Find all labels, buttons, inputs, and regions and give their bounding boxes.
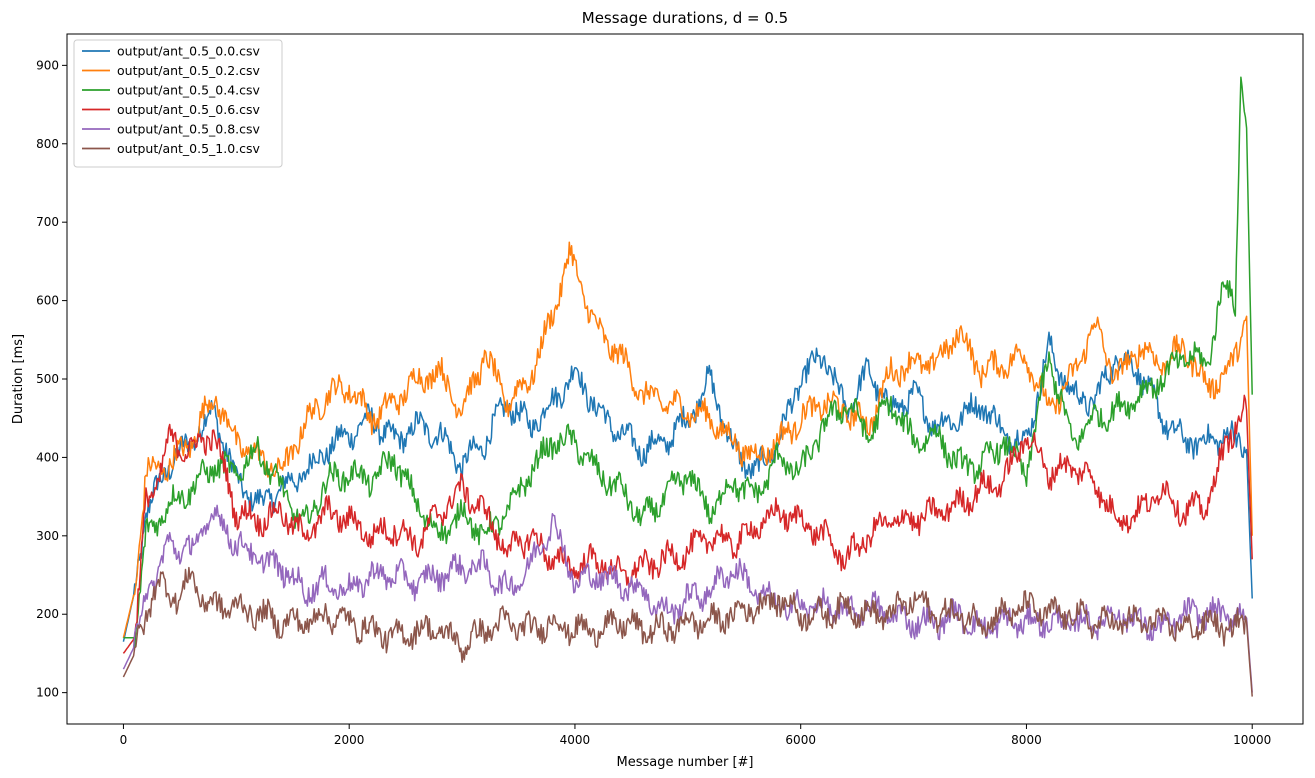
legend-entry: output/ant_0.5_0.4.csv [117,83,261,98]
series-line-0 [122,331,1253,642]
x-tick-label: 10000 [1233,733,1271,747]
chart-title: Message durations, d = 0.5 [582,9,788,27]
y-tick-label: 100 [36,686,59,700]
legend-entry: output/ant_0.5_0.6.csv [117,102,261,117]
y-tick-label: 500 [36,372,59,386]
legend-entry: output/ant_0.5_1.0.csv [117,141,261,156]
x-tick-label: 0 [120,733,128,747]
y-axis-label: Duration [ms] [11,334,26,424]
legend-entry: output/ant_0.5_0.0.csv [117,44,261,59]
x-axis-label: Message number [#] [616,755,753,770]
x-tick-label: 8000 [1011,733,1042,747]
y-tick-label: 600 [36,294,59,308]
legend: output/ant_0.5_0.0.csv output/ant_0.5_0.2… [73,39,283,168]
x-tick-label: 2000 [334,733,365,747]
y-tick-label: 700 [36,215,59,229]
y-tick-label: 200 [36,607,59,621]
y-tick-label: 300 [36,529,59,543]
series-line-1 [122,241,1253,638]
legend-box [73,39,283,168]
y-tick-label: 400 [36,450,59,464]
y-tick-label: 800 [36,137,59,151]
series-line-2 [123,76,1253,649]
series-line-3 [122,394,1253,654]
series-line-5 [122,566,1253,697]
legend-entry: output/ant_0.5_0.2.csv [117,63,261,78]
y-tick-label: 900 [36,58,59,72]
series-lines [122,76,1253,697]
x-tick-label: 4000 [560,733,591,747]
x-axis: 0 2000 4000 6000 8000 10000 [120,724,1271,747]
x-tick-label: 6000 [785,733,816,747]
y-axis: 100 200 300 400 500 600 700 800 900 [36,58,67,700]
legend-entry: output/ant_0.5_0.8.csv [117,122,261,137]
